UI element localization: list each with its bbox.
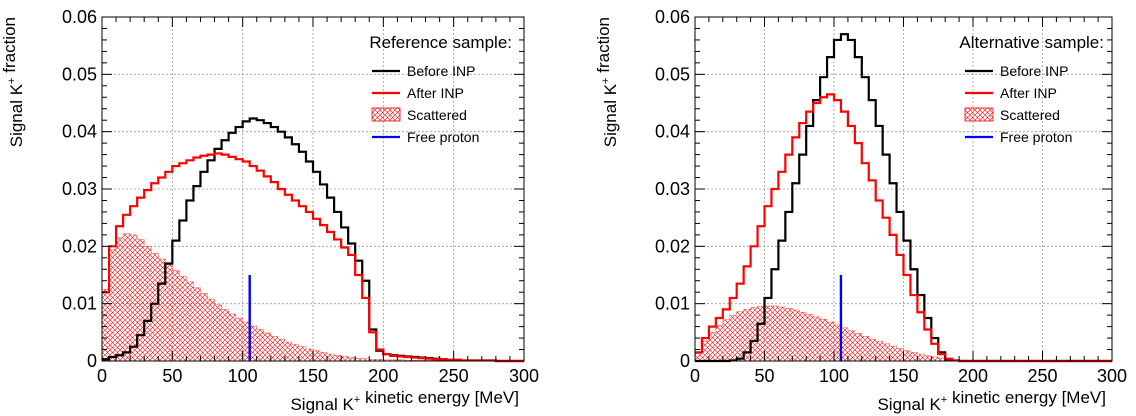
x-tick-label: 200: [368, 366, 398, 386]
y-tick-label: 0.02: [655, 236, 690, 256]
x-tick-label: 250: [439, 366, 469, 386]
x-tick-label: 0: [97, 366, 107, 386]
legend: Alternative sample: Before INP After INP Sc…: [959, 33, 1104, 145]
legend-label: Scattered: [1000, 107, 1060, 123]
x-tick-label: 100: [228, 366, 258, 386]
x-tick-label: 300: [509, 366, 539, 386]
legend-label: Before INP: [1000, 63, 1068, 79]
chart-panel-1: 0 50 100 150 200 250 300 0 0.01 0.02 0.03 0.04 0.05 0…: [0, 7, 539, 414]
y-tick-label: 0.02: [62, 236, 97, 256]
chart-panel-2: 0 50 100 150 200 250 300 0 0.01 0.02 0.03 0.04 0.05 0…: [594, 7, 1127, 414]
y-tick-label: 0.06: [655, 7, 690, 27]
y-tick-label: 0.03: [62, 179, 97, 199]
legend-label: After INP: [407, 85, 464, 101]
legend-label: Free proton: [1000, 129, 1072, 145]
x-tick-label: 50: [162, 366, 182, 386]
x-tick-label: 0: [690, 366, 700, 386]
y-tick-label: 0.03: [655, 179, 690, 199]
y-tick-label: 0.06: [62, 7, 97, 27]
y-axis-title: Signal K+ fraction: [0, 17, 26, 147]
legend-label: Scattered: [407, 107, 467, 123]
y-tick-label: 0.01: [655, 294, 690, 314]
y-axis-title: Signal K+ fraction: [594, 17, 620, 147]
y-tick-label: 0: [680, 351, 690, 371]
y-tick-label: 0.01: [62, 294, 97, 314]
x-tick-label: 200: [958, 366, 988, 386]
x-axis-title: Signal K+ kinetic energy [MeV]: [290, 388, 519, 414]
legend-label: After INP: [1000, 85, 1057, 101]
y-tick-label: 0.04: [62, 122, 97, 142]
x-tick-label: 150: [298, 366, 328, 386]
x-tick-label: 100: [819, 366, 849, 386]
y-tick-label: 0.05: [62, 64, 97, 84]
x-tick-label: 300: [1097, 366, 1127, 386]
legend-swatch-scattered: [371, 107, 401, 122]
legend-label: Before INP: [407, 63, 475, 79]
y-tick-label: 0: [87, 351, 97, 371]
legend-title: Reference sample:: [369, 33, 512, 52]
legend-title: Alternative sample:: [959, 33, 1104, 52]
y-tick-label: 0.04: [655, 122, 690, 142]
legend: Reference sample: Before INP After INP Scat…: [369, 33, 512, 145]
x-tick-label: 50: [754, 366, 774, 386]
series-scattered-hist: [101, 233, 524, 362]
legend-label: Free proton: [407, 129, 479, 145]
legend-swatch-scattered: [964, 107, 994, 122]
x-tick-label: 250: [1027, 366, 1057, 386]
y-tick-label: 0.05: [655, 64, 690, 84]
x-tick-label: 150: [888, 366, 918, 386]
x-axis-title: Signal K+ kinetic energy [MeV]: [877, 388, 1106, 414]
